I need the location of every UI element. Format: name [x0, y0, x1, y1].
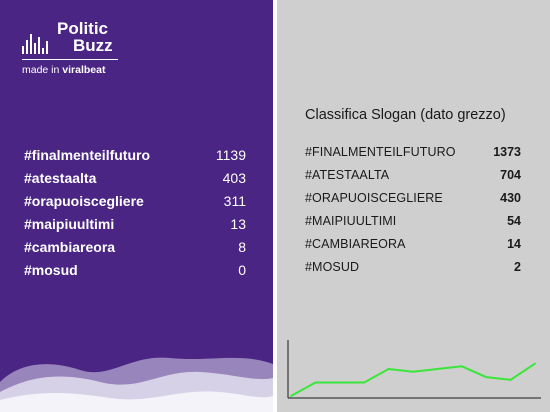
brand-name-line2: Buzz [73, 36, 113, 55]
list-item: #FINALMENTEILFUTURO 1373 [305, 142, 521, 165]
list-item: #finalmenteilfuturo 1139 [24, 144, 246, 167]
list-item: #maipiuultimi 13 [24, 213, 246, 236]
hashtag-count: 13 [230, 216, 246, 232]
hashtag-count: 2 [514, 260, 521, 274]
right-panel: Classifica Slogan (dato grezzo) #FINALME… [277, 0, 550, 412]
hashtag-count: 1373 [493, 145, 521, 159]
data-point [412, 370, 414, 373]
brand-name-line1: Politic [57, 19, 109, 38]
logo-divider [22, 59, 118, 60]
bar-chart-icon [22, 32, 52, 54]
panel-divider [273, 0, 277, 412]
hashtag-count: 54 [507, 214, 521, 228]
ranking-list: #FINALMENTEILFUTURO 1373 #ATESTAALTA 704… [305, 142, 521, 280]
list-item: #cambiareora 8 [24, 236, 246, 259]
hashtag-count: 704 [500, 168, 521, 182]
data-point [436, 368, 439, 370]
data-point [509, 378, 512, 381]
series-line [290, 362, 536, 397]
hashtag-count: 311 [223, 193, 246, 209]
politicbuzz-logo: Politic Buzz made in viralbeat [22, 20, 122, 80]
data-point [363, 381, 366, 384]
data-point [485, 376, 488, 378]
hashtag-label: #cambiareora [24, 239, 116, 255]
hashtag-label: #mosud [24, 262, 78, 278]
hashtag-count: 0 [238, 262, 246, 278]
data-point [290, 395, 292, 397]
brand-tagline: made in viralbeat [22, 64, 105, 76]
list-item: #MOSUD 2 [305, 257, 521, 280]
left-hashtag-list: #finalmenteilfuturo 1139 #atestaalta 403… [24, 144, 246, 282]
hashtag-label: #MOSUD [305, 260, 360, 274]
hashtag-count: 14 [507, 237, 521, 251]
hashtag-count: 430 [500, 191, 521, 205]
list-item: #CAMBIAREORA 14 [305, 234, 521, 257]
hashtag-label: #ORAPUOISCEGLIERE [305, 191, 443, 205]
list-item: #ATESTAALTA 704 [305, 165, 521, 188]
list-item: #MAIPIUULTIMI 54 [305, 211, 521, 234]
hashtag-label: #orapuoiscegliere [24, 193, 144, 209]
data-point [387, 368, 390, 370]
hashtag-label: #maipiuultimi [24, 216, 115, 232]
trend-line-chart [287, 340, 541, 399]
list-item: #mosud 0 [24, 259, 246, 282]
hashtag-label: #MAIPIUULTIMI [305, 214, 397, 228]
hashtag-count: 8 [238, 239, 246, 255]
left-panel: Politic Buzz made in viralbeat #finalmen… [0, 0, 273, 412]
list-item: #atestaalta 403 [24, 167, 246, 190]
tagline-prefix: made in [22, 64, 63, 76]
list-item: #ORAPUOISCEGLIERE 430 [305, 188, 521, 211]
list-item: #orapuoiscegliere 311 [24, 190, 246, 213]
data-point [460, 365, 463, 368]
data-point [314, 381, 317, 384]
hashtag-label: #ATESTAALTA [305, 168, 390, 182]
ranking-title: Classifica Slogan (dato grezzo) [305, 107, 506, 123]
hashtag-label: #atestaalta [24, 170, 97, 186]
tagline-brand: viralbeat [62, 64, 106, 76]
hashtag-label: #CAMBIAREORA [305, 237, 406, 251]
hashtag-count: 403 [222, 170, 246, 186]
hashtag-label: #FINALMENTEILFUTURO [305, 145, 456, 159]
decorative-waves [0, 357, 273, 412]
data-point [338, 381, 341, 384]
hashtag-count: 1139 [215, 147, 246, 163]
hashtag-label: #finalmenteilfuturo [24, 147, 151, 163]
data-point [534, 362, 536, 365]
